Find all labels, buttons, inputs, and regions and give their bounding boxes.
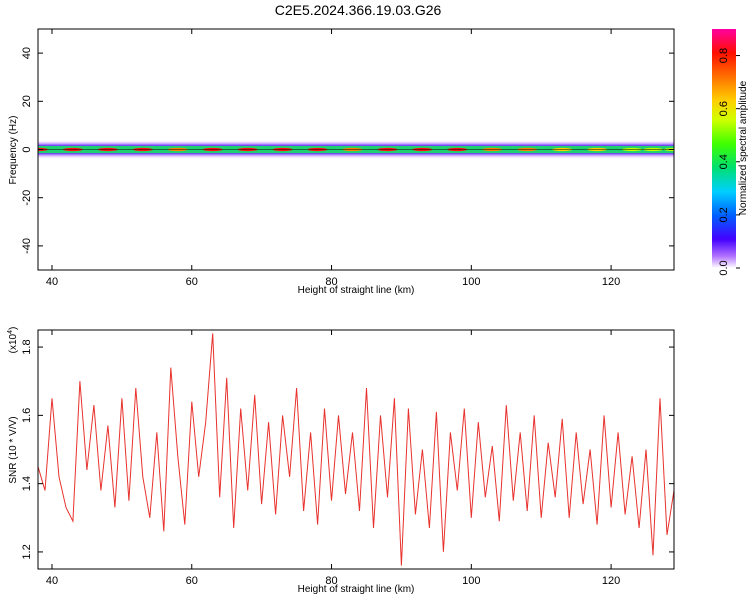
colorbar-tick-label: 0.2	[718, 207, 730, 222]
colorbar-gradient	[712, 29, 736, 268]
x-tick-label: 120	[602, 276, 620, 288]
colorbar-ticks: 0.0 0.2 0.4 0.6 0.8	[718, 48, 740, 276]
snr-xlabel: Height of straight line (km)	[298, 584, 415, 595]
colorbar-tick-label: 0.0	[718, 260, 730, 275]
snr-line	[38, 333, 674, 566]
y-tick-label: 40	[21, 47, 33, 59]
spectrogram-band	[38, 139, 674, 160]
y-tick-label: 20	[21, 95, 33, 107]
colorbar: 0.0 0.2 0.4 0.6 0.8 Normalized spectral ampl…	[712, 29, 749, 276]
colorbar-label: Normalized spectral amplitude	[738, 80, 749, 215]
x-tick-label: 80	[325, 575, 337, 587]
snr-scale-exponent: 4	[7, 330, 14, 334]
snr-scale-note: (x104)	[7, 327, 19, 354]
colorbar-tick-label: 0.8	[718, 48, 730, 63]
snr-plot-area	[38, 330, 674, 569]
spectrogram-panel: 40 60 80 100 120 -40 -20 0 20 40 Height of straig…	[8, 28, 675, 296]
x-tick-label: 100	[462, 276, 480, 288]
y-tick-label: 1.8	[21, 339, 33, 354]
spectrogram-ticks: 40 60 80 100 120 -40 -20 0 20 40	[21, 29, 674, 288]
y-tick-label: 1.6	[21, 408, 33, 423]
y-tick-label: 0	[21, 146, 33, 152]
x-tick-label: 40	[46, 276, 58, 288]
x-tick-label: 40	[46, 575, 58, 587]
snr-scale-base: (x10	[8, 333, 19, 353]
y-tick-label: -40	[21, 238, 33, 254]
snr-ylabel: SNR (10 * V/V)	[8, 416, 19, 483]
chart-title: C2E5.2024.366.19.03.G26	[275, 2, 442, 18]
y-tick-label: 1.2	[21, 544, 33, 559]
snr-ticks: 40 60 80 100 120 1.2 1.4 1.6 1.8	[21, 330, 674, 587]
x-tick-label: 100	[462, 575, 480, 587]
spectrogram-xlabel: Height of straight line (km)	[298, 285, 415, 296]
x-tick-label: 80	[325, 276, 337, 288]
y-tick-label: 1.4	[21, 476, 33, 491]
x-tick-label: 60	[186, 276, 198, 288]
x-tick-label: 120	[602, 575, 620, 587]
snr-panel: 40 60 80 100 120 1.2 1.4 1.6 1.8 Height of strai…	[7, 327, 675, 595]
x-tick-label: 60	[186, 575, 198, 587]
spectrogram-ylabel: Frequency (Hz)	[8, 116, 19, 185]
colorbar-tick-label: 0.6	[718, 101, 730, 116]
y-tick-label: -20	[21, 190, 33, 206]
colorbar-tick-label: 0.4	[718, 154, 730, 169]
snr-series	[38, 333, 674, 566]
snr-frame	[37, 329, 675, 570]
